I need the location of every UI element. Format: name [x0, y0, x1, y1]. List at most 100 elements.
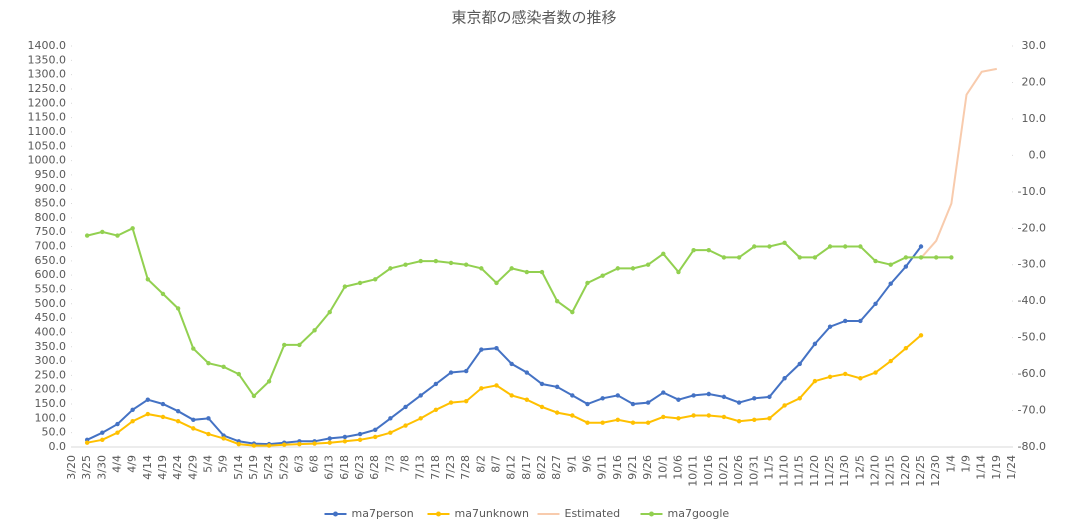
data-point	[433, 407, 439, 412]
y2-tick-label: 10.0	[1022, 112, 1047, 125]
x-tick-label: 9/26	[641, 455, 654, 480]
data-point	[221, 436, 226, 441]
data-point	[933, 255, 939, 260]
data-point	[554, 298, 560, 304]
data-point	[145, 411, 151, 417]
legend-marker	[333, 511, 338, 517]
y-tick-label: 650.0	[35, 254, 67, 267]
y-tick-label: 50.0	[42, 426, 67, 439]
data-point	[812, 341, 818, 347]
legend-marker	[436, 511, 441, 517]
y-tick-label: 450.0	[35, 311, 67, 324]
data-point	[115, 421, 120, 427]
data-point	[373, 277, 378, 282]
data-point	[84, 440, 90, 445]
data-point	[585, 401, 590, 407]
x-tick-label: 1/4	[944, 455, 957, 473]
x-tick-label: 6/8	[308, 455, 321, 473]
data-point	[630, 420, 636, 425]
data-point	[266, 443, 272, 448]
data-point	[84, 233, 90, 238]
data-point	[736, 255, 742, 260]
data-point	[418, 258, 423, 264]
x-tick-label: 8/17	[520, 455, 533, 480]
data-point	[949, 255, 954, 260]
x-tick-label: 6/28	[368, 455, 381, 480]
x-tick-label: 9/16	[611, 455, 624, 480]
data-point	[888, 281, 893, 286]
legend-label: ma7google	[668, 507, 730, 520]
data-point	[509, 361, 514, 367]
data-point	[312, 328, 317, 333]
data-point	[721, 414, 727, 420]
data-point	[175, 408, 181, 414]
data-point	[494, 345, 499, 351]
data-point	[342, 439, 348, 444]
data-point	[615, 393, 621, 398]
y-tick-label: 500.0	[35, 297, 67, 310]
x-tick-label: 8/27	[550, 455, 563, 480]
x-tick-label: 5/9	[217, 455, 230, 473]
data-point	[539, 381, 545, 387]
x-tick-label: 5/14	[232, 455, 245, 480]
y-tick-label: 100.0	[35, 411, 67, 424]
data-point	[554, 384, 560, 390]
x-tick-label: 11/15	[793, 455, 806, 487]
data-point	[903, 264, 909, 269]
y-tick-label: 850.0	[35, 197, 67, 210]
data-point	[767, 394, 772, 400]
x-tick-label: 10/16	[702, 455, 715, 487]
x-tick-label: 7/8	[399, 455, 412, 473]
x-tick-label: 7/23	[444, 455, 457, 480]
y-tick-label: 400.0	[35, 325, 67, 338]
y2-tick-label: 20.0	[1022, 75, 1047, 88]
data-point	[191, 426, 196, 431]
y-tick-label: 700.0	[35, 240, 67, 253]
data-point	[752, 244, 757, 249]
data-point	[100, 229, 105, 235]
x-tick-label: 5/24	[262, 455, 275, 480]
y-tick-label: 300.0	[35, 354, 67, 367]
data-point	[448, 370, 454, 375]
data-point	[661, 414, 666, 420]
data-point	[206, 416, 211, 421]
x-tick-label: 6/3	[292, 455, 305, 473]
x-tick-label: 4/4	[110, 455, 123, 473]
data-point	[873, 258, 878, 264]
x-tick-label: 4/19	[156, 455, 169, 480]
data-point	[736, 419, 742, 424]
data-point	[630, 266, 636, 271]
x-tick-label: 6/18	[338, 455, 351, 480]
data-point	[160, 414, 166, 420]
data-point	[357, 431, 363, 437]
data-point	[873, 301, 878, 306]
data-point	[645, 400, 651, 405]
y-tick-label: 150.0	[35, 397, 67, 410]
x-tick-label: 7/13	[414, 455, 427, 480]
x-tick-label: 11/30	[838, 455, 851, 487]
data-point	[812, 378, 818, 384]
data-point	[251, 443, 257, 448]
data-point	[479, 266, 484, 271]
series-line	[920, 67, 997, 259]
x-tick-label: 10/26	[732, 455, 745, 487]
data-point	[433, 381, 439, 387]
x-tick-label: 11/20	[808, 455, 821, 487]
data-point	[130, 419, 135, 424]
data-point	[827, 244, 833, 249]
data-point	[494, 280, 499, 286]
data-point	[782, 403, 787, 408]
data-point	[888, 358, 893, 364]
x-tick-label: 7/18	[429, 455, 442, 480]
data-point	[691, 413, 696, 418]
data-point	[403, 423, 408, 428]
data-point	[918, 333, 924, 338]
y2-tick-label: -70.0	[1018, 404, 1046, 417]
data-point	[206, 360, 211, 366]
y2-tick-label: -80.0	[1018, 440, 1046, 453]
x-tick-label: 8/22	[535, 455, 548, 480]
data-point	[175, 419, 181, 424]
data-point	[282, 342, 287, 348]
y-tick-label: 750.0	[35, 225, 67, 238]
data-point	[570, 393, 575, 398]
